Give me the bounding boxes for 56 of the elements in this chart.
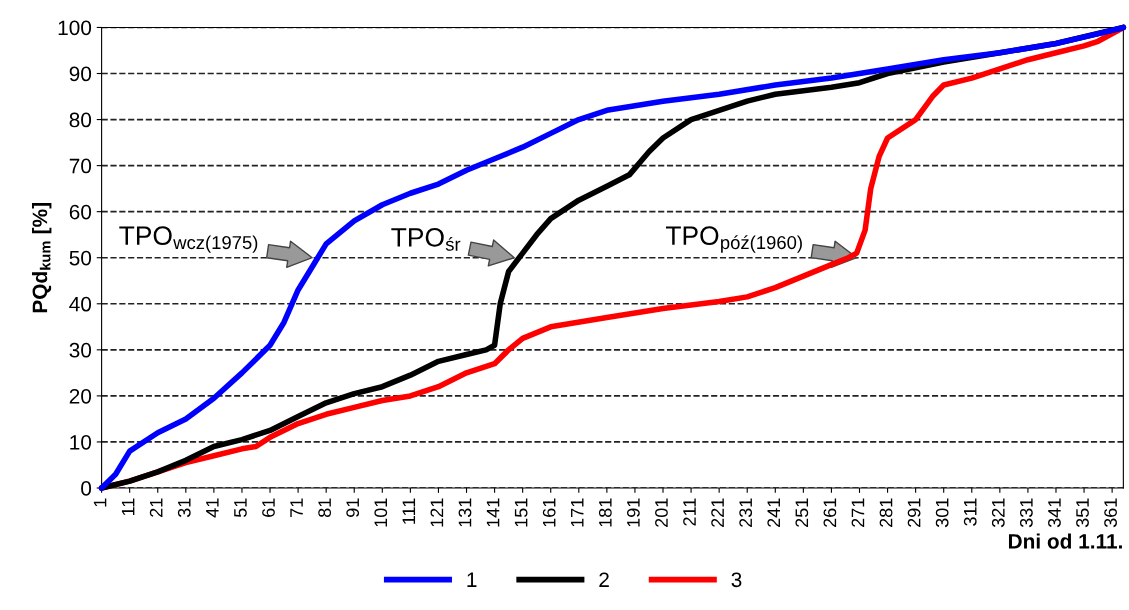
x-tick-label: 51: [234, 498, 247, 518]
x-tick-label: 221: [711, 498, 724, 527]
y-tick-label: 20: [69, 388, 92, 404]
y-tick-label: 100: [58, 20, 92, 36]
y-tick-label: 80: [69, 112, 92, 128]
x-tick-label: 41: [206, 498, 219, 518]
legend-label: 1: [467, 572, 477, 587]
x-tick-label: 291: [907, 498, 921, 527]
x-tick-label: 91: [346, 498, 360, 517]
x-tick-label: 301: [935, 498, 949, 528]
x-tick-label: 111: [402, 498, 416, 524]
legend-label: 2: [599, 572, 609, 587]
x-tick-label: 271: [851, 498, 865, 527]
annotation: TPO$_{wcz(1975)}$: [119, 226, 258, 253]
x-tick-label: 71: [290, 498, 303, 517]
annotation: TPO$_{póź(1960)}$: [665, 226, 802, 253]
x-tick-label: 191: [627, 498, 640, 527]
x-tick-label: 261: [823, 498, 837, 527]
annotation: TPO$_{śr}$: [391, 228, 461, 251]
x-tick-label: 211: [683, 498, 696, 526]
x-tick-label: 131: [458, 498, 472, 527]
y-tick-label: 30: [69, 342, 92, 358]
y-tick-label: 90: [69, 66, 92, 82]
x-tick-label: 351: [1076, 498, 1089, 528]
y-tick-label: 70: [69, 158, 92, 174]
x-axis-title: Dni od 1.11.: [1008, 533, 1122, 549]
x-tick-label: 281: [879, 498, 893, 527]
x-tick-label: 361: [1104, 498, 1117, 528]
x-tick-label: 201: [655, 498, 668, 527]
x-tick-label: 311: [963, 498, 977, 526]
x-tick-label: 251: [795, 498, 809, 527]
x-tick-label: 341: [1048, 498, 1061, 528]
y-tick-label: 40: [69, 296, 92, 312]
x-tick-label: 101: [374, 498, 388, 527]
x-tick-label: 21: [149, 498, 163, 517]
legend-label: 3: [731, 572, 742, 588]
y-tick-label: 10: [70, 434, 92, 450]
x-tick-label: 1: [93, 498, 107, 507]
x-tick-label: 171: [571, 498, 584, 527]
y-axis-title: PQd$_{kum}$ [%]: [31, 203, 52, 313]
y-tick-label: 0: [81, 481, 92, 496]
x-tick-label: 151: [514, 498, 528, 527]
x-tick-label: 161: [542, 498, 556, 527]
x-tick-label: 11: [121, 498, 135, 516]
x-tick-label: 241: [767, 498, 780, 527]
x-tick-label: 331: [1019, 498, 1033, 528]
x-tick-label: 141: [486, 498, 500, 527]
x-tick-label: 321: [991, 498, 1005, 528]
y-tick-label: 50: [69, 250, 92, 266]
x-tick-label: 31: [177, 498, 191, 518]
x-tick-label: 121: [430, 498, 444, 527]
y-tick-label: 60: [69, 204, 92, 220]
x-tick-label: 81: [318, 498, 332, 518]
x-tick-label: 61: [262, 498, 275, 517]
x-tick-label: 231: [739, 498, 753, 527]
x-tick-label: 181: [598, 498, 612, 527]
